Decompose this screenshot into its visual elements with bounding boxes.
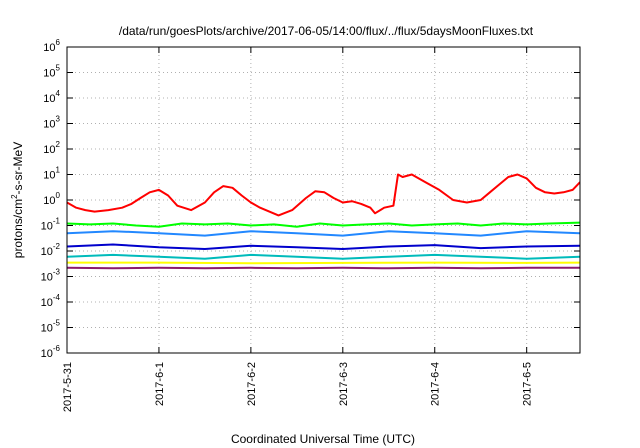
series-line-0 xyxy=(67,173,580,217)
y-tick-base: 10 xyxy=(43,42,55,54)
x-axis-label: Coordinated Universal Time (UTC) xyxy=(231,432,415,446)
y-axis-label-sup: 2 xyxy=(10,194,19,199)
series-line-5 xyxy=(67,261,580,265)
y-tick-label: 105 xyxy=(43,64,60,80)
x-tick-label: 2017-6-5 xyxy=(522,362,534,406)
y-tick-base: 10 xyxy=(43,93,55,105)
y-tick-exponent: 1 xyxy=(56,166,61,175)
series-line-4 xyxy=(67,243,580,250)
y-tick-label: 103 xyxy=(43,115,60,131)
series-layer xyxy=(67,173,580,270)
y-tick-exponent: 4 xyxy=(56,89,61,98)
y-tick-exponent: -2 xyxy=(53,242,61,251)
y-tick-exponent: -1 xyxy=(53,217,61,226)
y-tick-label: 101 xyxy=(43,166,60,182)
y-tick-base: 10 xyxy=(43,119,55,131)
y-tick-label: 104 xyxy=(43,89,60,105)
x-tick-label: 2017-5-31 xyxy=(62,362,74,412)
y-tick-label: 10-1 xyxy=(41,217,61,233)
y-tick-exponent: -4 xyxy=(53,293,61,302)
x-tick-label: 2017-6-1 xyxy=(154,362,166,406)
y-tick-exponent: 0 xyxy=(56,191,61,200)
x-tick-label: 2017-6-2 xyxy=(246,362,258,406)
y-tick-label: 10-6 xyxy=(41,344,61,360)
y-tick-base: 10 xyxy=(43,170,55,182)
y-tick-base: 10 xyxy=(41,246,53,258)
y-tick-label: 10-2 xyxy=(41,242,61,258)
y-axis-label-tail: -s-sr-MeV xyxy=(11,142,25,195)
y-tick-label: 100 xyxy=(43,191,60,207)
y-tick-label: 10-5 xyxy=(41,319,61,335)
y-tick-exponent: 6 xyxy=(56,38,61,47)
y-tick-base: 10 xyxy=(41,348,53,360)
y-tick-exponent: 3 xyxy=(56,115,61,124)
series-line-6 xyxy=(67,266,580,270)
y-tick-base: 10 xyxy=(41,323,53,335)
y-tick-base: 10 xyxy=(41,272,53,284)
y-tick-label: 10-3 xyxy=(41,268,61,284)
x-tick-label: 2017-6-3 xyxy=(338,362,350,406)
y-tick-base: 10 xyxy=(43,68,55,80)
y-axis-label: protons/cm2-s-sr-MeV xyxy=(10,142,25,258)
y-tick-exponent: -5 xyxy=(53,319,61,328)
y-axis-ticks: 10-610-510-410-310-210-11001011021031041… xyxy=(41,38,580,360)
grid xyxy=(67,47,580,353)
x-axis-ticks: 2017-5-31 2017-6-1 2017-6-2 2017-6-3 2017-6-… xyxy=(62,47,534,412)
series-line-3 xyxy=(67,230,580,237)
y-tick-exponent: 5 xyxy=(56,64,61,73)
y-tick-base: 10 xyxy=(41,297,53,309)
y-tick-exponent: -6 xyxy=(53,344,61,353)
y-tick-base: 10 xyxy=(41,221,53,233)
y-tick-exponent: 2 xyxy=(56,140,61,149)
series-line-1 xyxy=(67,221,580,228)
series-line-2 xyxy=(67,253,580,260)
y-tick-base: 10 xyxy=(43,144,55,156)
y-tick-label: 102 xyxy=(43,140,60,156)
y-tick-label: 10-4 xyxy=(41,293,61,309)
x-tick-label: 2017-6-4 xyxy=(430,362,442,406)
y-tick-exponent: -3 xyxy=(53,268,61,277)
y-tick-base: 10 xyxy=(43,195,55,207)
chart-title: /data/run/goesPlots/archive/2017-06-05/1… xyxy=(119,24,534,38)
y-axis-label-main: protons/cm xyxy=(11,199,25,258)
y-tick-label: 106 xyxy=(43,38,60,54)
